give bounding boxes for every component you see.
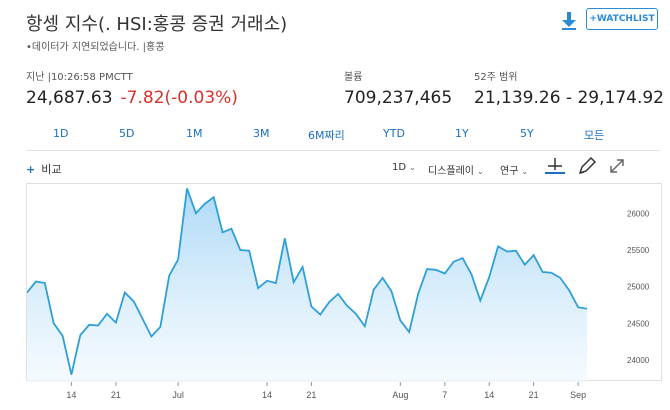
x-tick-label: Sep [570,390,586,400]
x-tick-label: 21 [306,390,316,400]
x-tick-label: 14 [484,390,494,400]
compare-button[interactable]: + 비교 [26,161,61,177]
page-title: 항셍 지수(. HSI:홍콩 증권 거래소) [26,14,288,35]
y-tick-label: 25000 [627,283,650,292]
divider [26,150,660,151]
y-tick-label: 24000 [627,356,650,365]
y-tick-label: 25500 [627,246,650,255]
chart-series-line [27,188,588,375]
expand-icon[interactable] [605,154,629,178]
price-value: 24,687.63 [26,88,113,108]
range-value: 21,139.26 - 29,174.92 [474,88,664,108]
y-tick-label: 24500 [627,319,650,328]
interval-dropdown[interactable]: 1D ⌄ [392,162,416,173]
range-6m-button[interactable]: 6M짜리 [308,129,345,142]
interval-value: 1D [392,162,407,173]
range-1y-button[interactable]: 1Y [455,127,469,140]
plus-icon: + [26,163,36,176]
x-tick-label: 14 [262,390,272,400]
range-3m-button[interactable]: 3M [253,127,270,140]
chart-area-fill [27,188,587,382]
delay-notice: •데이터가 지연되었습니다. |홍콩 [26,42,165,53]
range-label: 52주 범위 [474,72,518,83]
display-label: 디스플레이 [428,166,474,177]
chart-svg: 24000 24500 25000 25500 26000 14 21 Jul 14 21 Aug 7… [27,188,650,400]
download-icon[interactable] [558,10,580,32]
range-5y-button[interactable]: 5Y [520,127,534,140]
x-tick-label: Aug [392,390,408,400]
range-1m-button[interactable]: 1M [186,127,203,140]
display-dropdown[interactable]: 디스플레이 ⌄ [428,162,484,177]
caret-down-icon: ⌄ [409,163,416,172]
study-label: 연구 [500,166,519,177]
caret-down-icon: ⌄ [477,167,484,176]
compare-label: 비교 [41,163,62,176]
range-all-button[interactable]: 모든 [584,129,605,142]
x-tick-label: 7 [442,390,447,400]
volume-label: 볼륨 [344,72,363,83]
price-change: -7.82(-0.03%) [120,88,238,108]
crosshair-icon[interactable] [543,154,567,178]
x-tick-label: 21 [111,390,121,400]
x-tick-label: 21 [529,390,539,400]
x-tick-label: Jul [172,390,184,400]
watchlist-button[interactable]: +WATCHLIST [586,8,658,30]
volume-value: 709,237,465 [344,88,453,108]
range-selector: 1D 5D 1M 3M 6M짜리 YTD 1Y 5Y 모든 [26,127,660,147]
price-block: 24,687.63 -7.82(-0.03%) [26,88,238,108]
y-tick-label: 26000 [627,209,650,218]
price-chart[interactable]: 24000 24500 25000 25500 26000 14 21 Jul 14 21 Aug 7… [26,183,662,400]
range-5d-button[interactable]: 5D [119,127,135,140]
last-trade-label: 지난 |10:26:58 PMCTT [26,72,133,83]
pencil-icon[interactable] [575,154,599,178]
range-1d-button[interactable]: 1D [53,127,69,140]
caret-down-icon: ⌄ [521,167,529,176]
study-dropdown[interactable]: 연구 ⌄ [500,162,528,177]
x-tick-label: 14 [66,390,76,400]
range-ytd-button[interactable]: YTD [383,127,405,140]
